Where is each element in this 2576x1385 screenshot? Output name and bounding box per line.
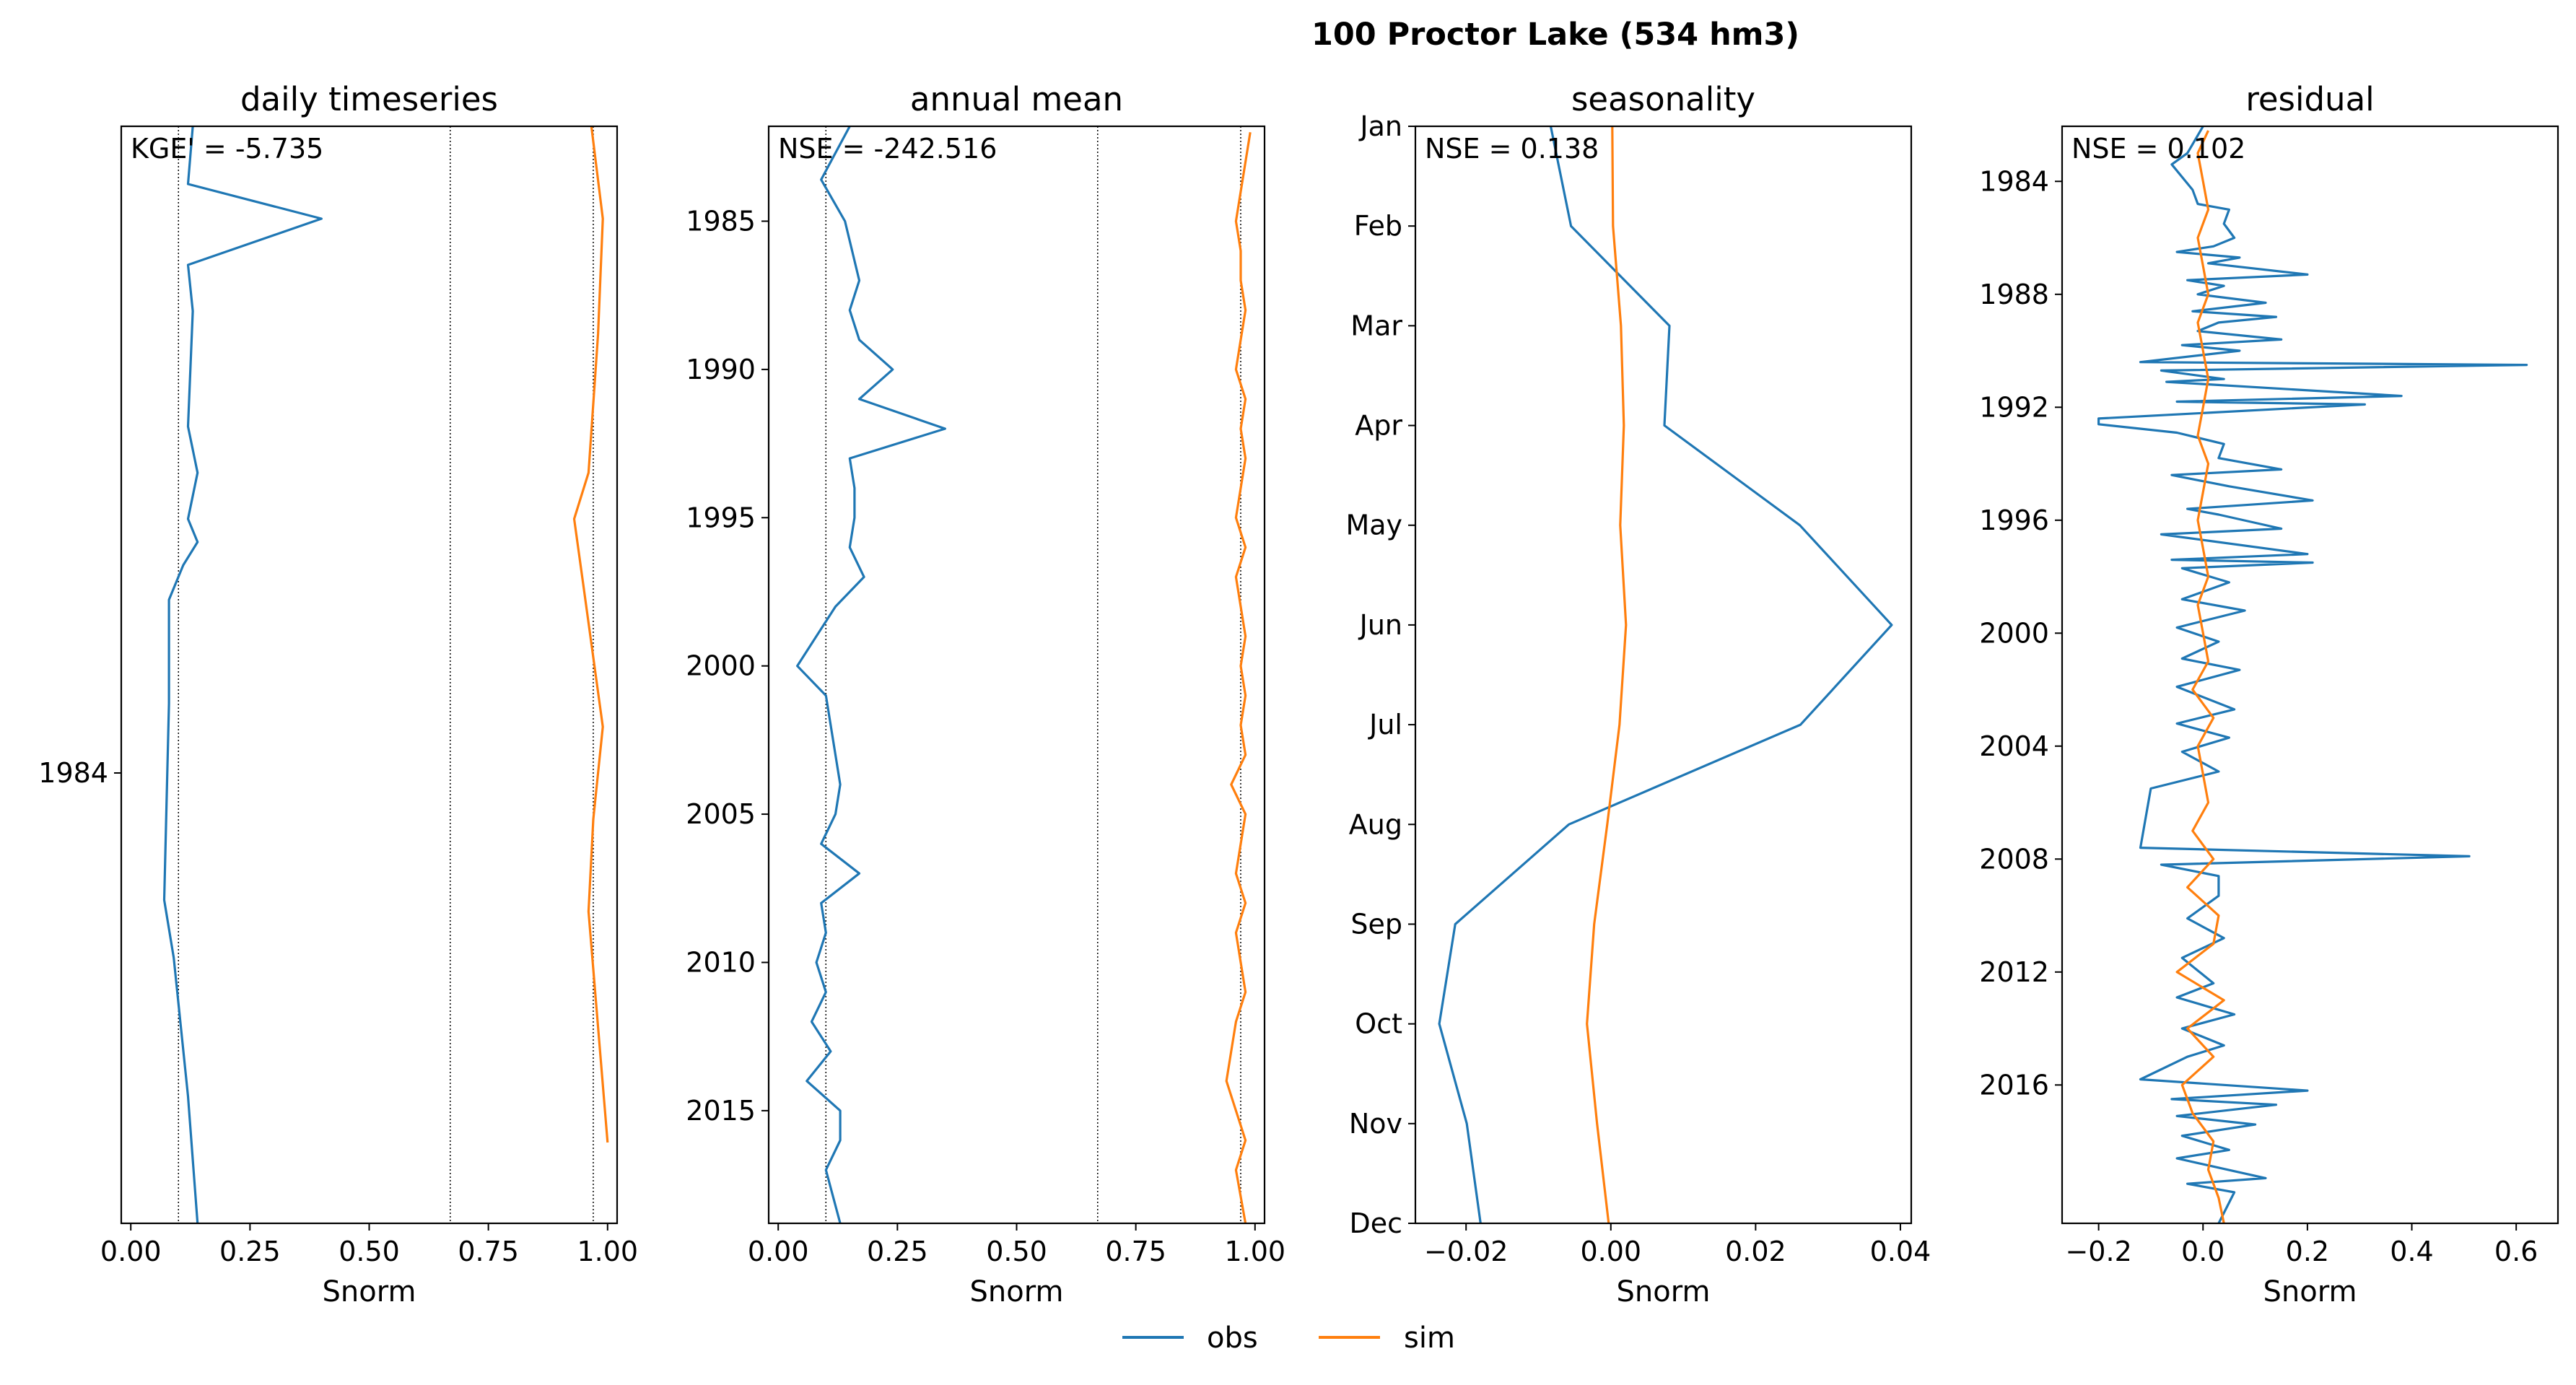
x-axis-label: Snorm [2263, 1275, 2357, 1308]
y-tick-label: 1988 [1979, 279, 2049, 310]
x-axis-label: Snorm [970, 1275, 1064, 1308]
y-tick-label: 2000 [1979, 617, 2049, 649]
axes-frame [1414, 125, 1913, 1225]
y-tick-label: Jan [1358, 110, 1402, 142]
axes-frame [767, 125, 1266, 1225]
x-tick-label: 0.0 [2181, 1236, 2224, 1267]
x-tick-label: 1.00 [577, 1236, 638, 1267]
y-tick-label: 2005 [686, 798, 756, 830]
y-tick-label: Oct [1355, 1008, 1402, 1040]
y-tick-label: Dec [1349, 1207, 1402, 1239]
series-line-obs [2097, 126, 2528, 1223]
y-tick-label: 2012 [1979, 956, 2049, 988]
y-tick-label: Jun [1358, 609, 1402, 641]
y-tick-label: 1984 [38, 757, 108, 789]
y-tick-label: Nov [1349, 1108, 1402, 1140]
x-tick-label: 0.00 [748, 1236, 809, 1267]
y-tick-label: Sep [1350, 908, 1402, 940]
panel-title: seasonality [1571, 80, 1755, 118]
series-line-obs [1438, 126, 1893, 1223]
metric-annotation: KGE' = -5.735 [131, 133, 323, 165]
x-tick-label: 0.25 [867, 1236, 928, 1267]
x-tick-label: 0.4 [2390, 1236, 2433, 1267]
y-tick-label: Aug [1349, 808, 1402, 840]
y-tick-label: 2015 [686, 1095, 756, 1127]
y-tick-label: Feb [1354, 210, 1402, 242]
x-tick-label: 0.00 [100, 1236, 162, 1267]
panel-title: residual [2245, 80, 2374, 118]
series-line-sim [2175, 130, 2225, 1223]
series-line-sim [1586, 126, 1628, 1223]
axes-frame [2061, 125, 2559, 1225]
legend: obs sim [1122, 1321, 1455, 1355]
plot-area [1438, 126, 1893, 1223]
y-tick-label: 1985 [686, 205, 756, 237]
y-tick-label: 2008 [1979, 843, 2049, 875]
x-tick-label: 0.02 [1725, 1236, 1786, 1267]
y-tick-label: 2010 [686, 946, 756, 978]
y-tick-label: May [1345, 510, 1402, 541]
x-tick-label: 0.2 [2286, 1236, 2329, 1267]
plot-area [795, 126, 1252, 1223]
metric-annotation: NSE = 0.102 [2071, 133, 2245, 165]
x-tick-label: 0.50 [986, 1236, 1047, 1267]
legend-obs-label: obs [1207, 1321, 1258, 1355]
panel-1: 0.000.250.500.751.0019841988199219962000… [38, 80, 638, 1308]
legend-sim-label: sim [1404, 1321, 1455, 1355]
series-line-sim [572, 126, 609, 1143]
plot-area [2097, 126, 2528, 1223]
series-line-sim [1225, 131, 1252, 1223]
figure-suptitle: 100 Proctor Lake (534 hm3) [1311, 17, 1799, 53]
panel-3: −0.02 0.00 0.02 0.04 Jan Feb Mar Apr May Jun Jul Au… [1345, 80, 1931, 1308]
axes-frame [120, 125, 619, 1225]
x-tick-label: 0.50 [339, 1236, 400, 1267]
x-tick-label: 0.6 [2494, 1236, 2538, 1267]
x-tick-label: 0.75 [1105, 1236, 1166, 1267]
x-tick-label: 1.00 [1224, 1236, 1285, 1267]
x-tick-label: 0.00 [1580, 1236, 1641, 1267]
metric-annotation: NSE = -242.516 [778, 133, 997, 165]
x-tick-label: 0.25 [219, 1236, 281, 1267]
x-tick-label: 0.75 [458, 1236, 519, 1267]
y-tick-label: 2000 [686, 650, 756, 682]
panel-title: annual mean [910, 80, 1123, 118]
panels: 0.00 0.25 0.50 0.75 1.00 1984 1988 1992 1996 2000… [38, 80, 2559, 1308]
y-tick-label: 1996 [1979, 504, 2049, 536]
x-tick-label: −0.2 [2065, 1236, 2131, 1267]
x-axis-label: Snorm [1617, 1275, 1711, 1308]
metric-annotation: NSE = 0.138 [1425, 133, 1599, 165]
y-tick-label: 2004 [1979, 730, 2049, 762]
y-tick-label: 1984 [1979, 165, 2049, 197]
panel-4: −0.2 0.0 0.2 0.4 0.6 1984 1988 1992 1996 2000 2004… [1979, 80, 2559, 1308]
series-line-obs [795, 126, 947, 1223]
panel-2: 0.00 0.25 0.50 0.75 1.00 1985 1990 1995 2000 2005… [686, 80, 1285, 1308]
panel-title: daily timeseries [240, 80, 498, 118]
y-tick-label: 2016 [1979, 1069, 2049, 1101]
y-tick-label: 1992 [1979, 391, 2049, 423]
y-tick-label: Jul [1368, 709, 1402, 740]
x-tick-label: −0.02 [1424, 1236, 1508, 1267]
y-tick-label: 1995 [686, 502, 756, 533]
plot-area [162, 126, 609, 1223]
x-axis-label: Snorm [323, 1275, 416, 1308]
series-line-obs [162, 126, 323, 1223]
y-tick-label: Mar [1350, 310, 1402, 341]
y-tick-label: 1990 [686, 354, 756, 385]
x-tick-label: 0.04 [1870, 1236, 1931, 1267]
y-tick-label: Apr [1355, 410, 1402, 442]
